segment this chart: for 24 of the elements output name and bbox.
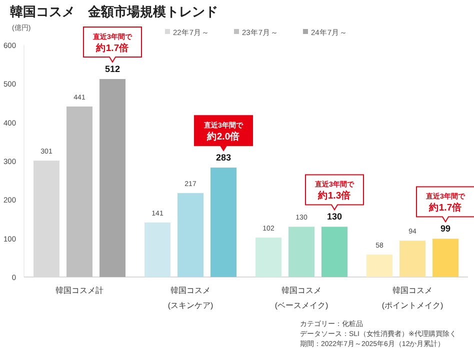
- data-label: 283: [216, 152, 232, 163]
- bar: [66, 106, 92, 277]
- annotation: 約1.3倍: [316, 190, 352, 202]
- annotation: 約1.7倍: [428, 202, 462, 214]
- bar: [322, 226, 348, 277]
- x-tick-label: 韓国コスメ (ベースメイク): [274, 286, 328, 310]
- x-tick-label: 韓国コスメ (スキンケア): [168, 286, 214, 310]
- bar: [144, 222, 170, 277]
- data-label: 512: [104, 64, 120, 74]
- chart-title: 韓国コスメ 金額市場規模トレンド: [10, 4, 218, 19]
- data-label: 99: [440, 224, 451, 234]
- bar: [288, 226, 314, 277]
- bar: [400, 240, 426, 277]
- bar: [178, 193, 204, 277]
- data-label: 130: [326, 212, 342, 222]
- bar: [210, 168, 236, 277]
- x-tick-label: 韓国コスメ (ポイントメイク): [382, 286, 444, 310]
- bar: [256, 238, 282, 277]
- annotation: 約1.7倍: [94, 42, 130, 54]
- bar: [432, 238, 458, 277]
- bar: [366, 254, 392, 277]
- bar: [100, 79, 126, 277]
- x-tick-label: 韓国コスメ計: [56, 286, 104, 295]
- annotation: 約2.0倍: [206, 130, 240, 143]
